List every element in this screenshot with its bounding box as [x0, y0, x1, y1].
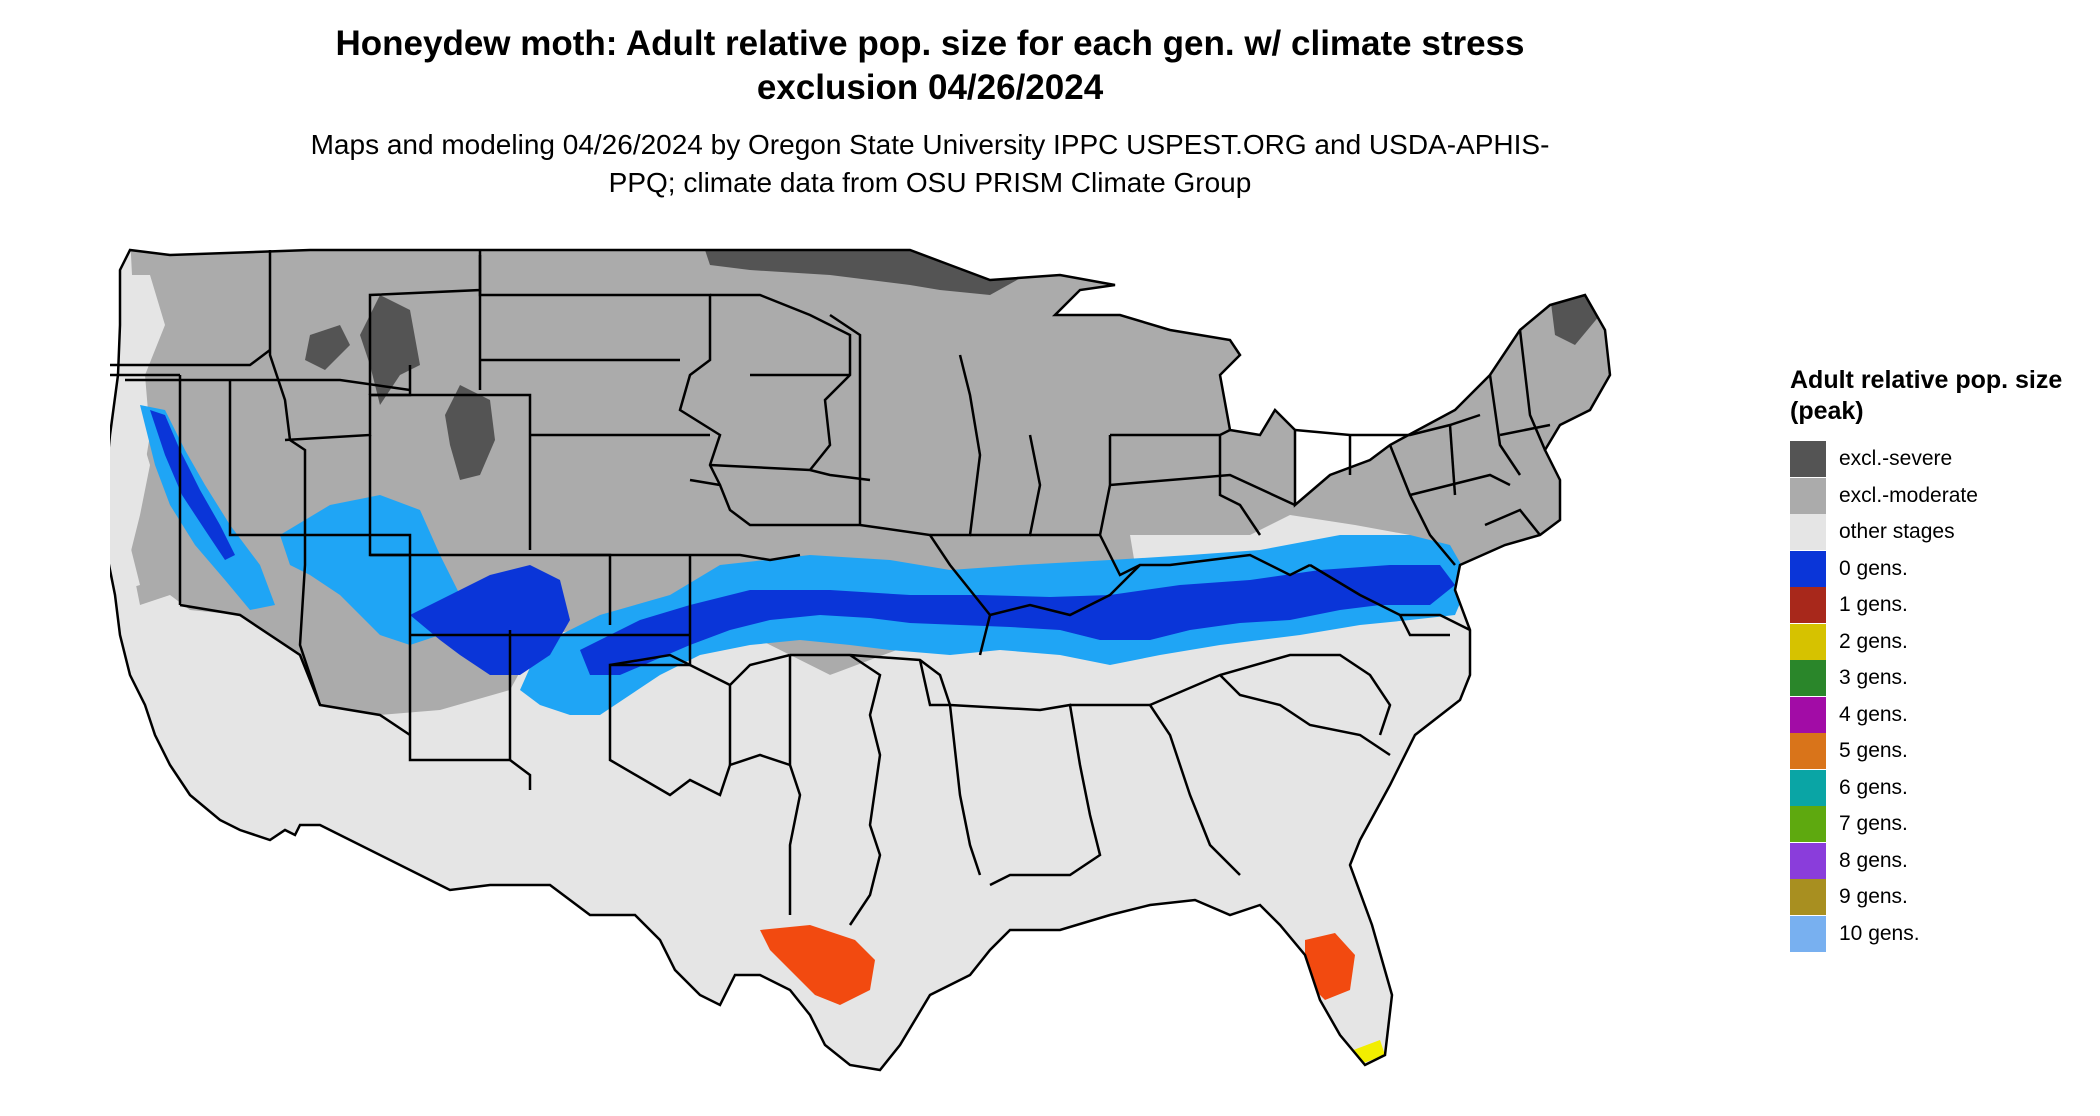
legend-label: 4 gens.: [1839, 702, 1908, 726]
legend-item: 2 gens.: [1790, 623, 2090, 661]
legend-title: Adult relative pop. size (peak): [1790, 366, 2063, 425]
legend-swatch: [1790, 733, 1826, 770]
legend-item: 1 gens.: [1790, 587, 2090, 624]
legend-swatch: [1790, 441, 1826, 478]
legend-label: 1 gens.: [1839, 593, 1908, 617]
legend-swatch: [1790, 660, 1826, 697]
map-subtitle: Maps and modeling 04/26/2024 by Oregon S…: [310, 129, 1550, 198]
region-gen0-california-dark: [150, 410, 235, 560]
region-gen0-dark: [580, 565, 1455, 675]
region-excl-severe-montana: [305, 325, 350, 370]
legend-item: 6 gens.: [1790, 769, 2090, 807]
legend-label: 10 gens.: [1839, 921, 1920, 945]
legend-item: 9 gens.: [1790, 879, 2090, 916]
legend-swatch: [1790, 550, 1826, 587]
legend-item: 7 gens.: [1790, 806, 2090, 843]
region-excl-severe-rockies: [360, 295, 420, 405]
legend-swatch: [1790, 696, 1826, 733]
legend-swatch: [1790, 915, 1826, 952]
legend-swatch: [1790, 879, 1826, 916]
legend-swatch: [1790, 514, 1826, 551]
legend-swatch: [1790, 623, 1826, 660]
legend-item: 8 gens.: [1790, 842, 2090, 880]
legend-swatch: [1790, 477, 1826, 514]
legend-swatch: [1790, 587, 1826, 624]
state-borders: [110, 248, 1612, 1072]
region-excl-severe-maine: [1550, 290, 1600, 345]
legend-item: excl.-severe: [1790, 441, 2090, 478]
legend-item: other stages: [1790, 514, 2090, 551]
region-gen0-arizona: [280, 495, 460, 645]
legend-items: excl.-severe excl.-moderate other stages 0 …: [1790, 441, 2090, 952]
legend-swatch: [1790, 769, 1826, 806]
legend-item: excl.-moderate: [1790, 477, 2090, 515]
region-excl-severe-north: [700, 250, 1035, 295]
legend-label: excl.-moderate: [1839, 483, 1978, 507]
us-map: [110, 248, 1612, 1072]
legend-label: 0 gens.: [1839, 556, 1908, 580]
legend-item: 10 gens.: [1790, 915, 2090, 953]
legend-label: 8 gens.: [1839, 848, 1908, 872]
legend-label: excl.-severe: [1839, 447, 1953, 471]
legend-swatch: [1790, 842, 1826, 879]
legend-item: 4 gens.: [1790, 696, 2090, 734]
map-title: Honeydew moth: Adult relative pop. size …: [335, 24, 1525, 107]
legend-item: 0 gens.: [1790, 550, 2090, 588]
legend-item: 5 gens.: [1790, 733, 2090, 770]
region-yellow-keys: [1300, 1040, 1385, 1070]
legend-item: 3 gens.: [1790, 660, 2090, 697]
region-excl-severe-colorado: [445, 385, 495, 480]
region-hot-florida: [1305, 933, 1355, 1000]
legend-label: 3 gens.: [1839, 666, 1908, 690]
legend-label: 6 gens.: [1839, 775, 1908, 799]
region-gen0-southwest-dark: [410, 565, 570, 675]
legend-label: other stages: [1839, 520, 1955, 544]
legend: Adult relative pop. size (peak) excl.-se…: [1790, 365, 2090, 952]
legend-label: 2 gens.: [1839, 629, 1908, 653]
legend-label: 9 gens.: [1839, 885, 1908, 909]
legend-label: 7 gens.: [1839, 812, 1908, 836]
legend-label: 5 gens.: [1839, 739, 1908, 763]
legend-swatch: [1790, 806, 1826, 843]
region-hot-texas: [760, 925, 875, 1005]
